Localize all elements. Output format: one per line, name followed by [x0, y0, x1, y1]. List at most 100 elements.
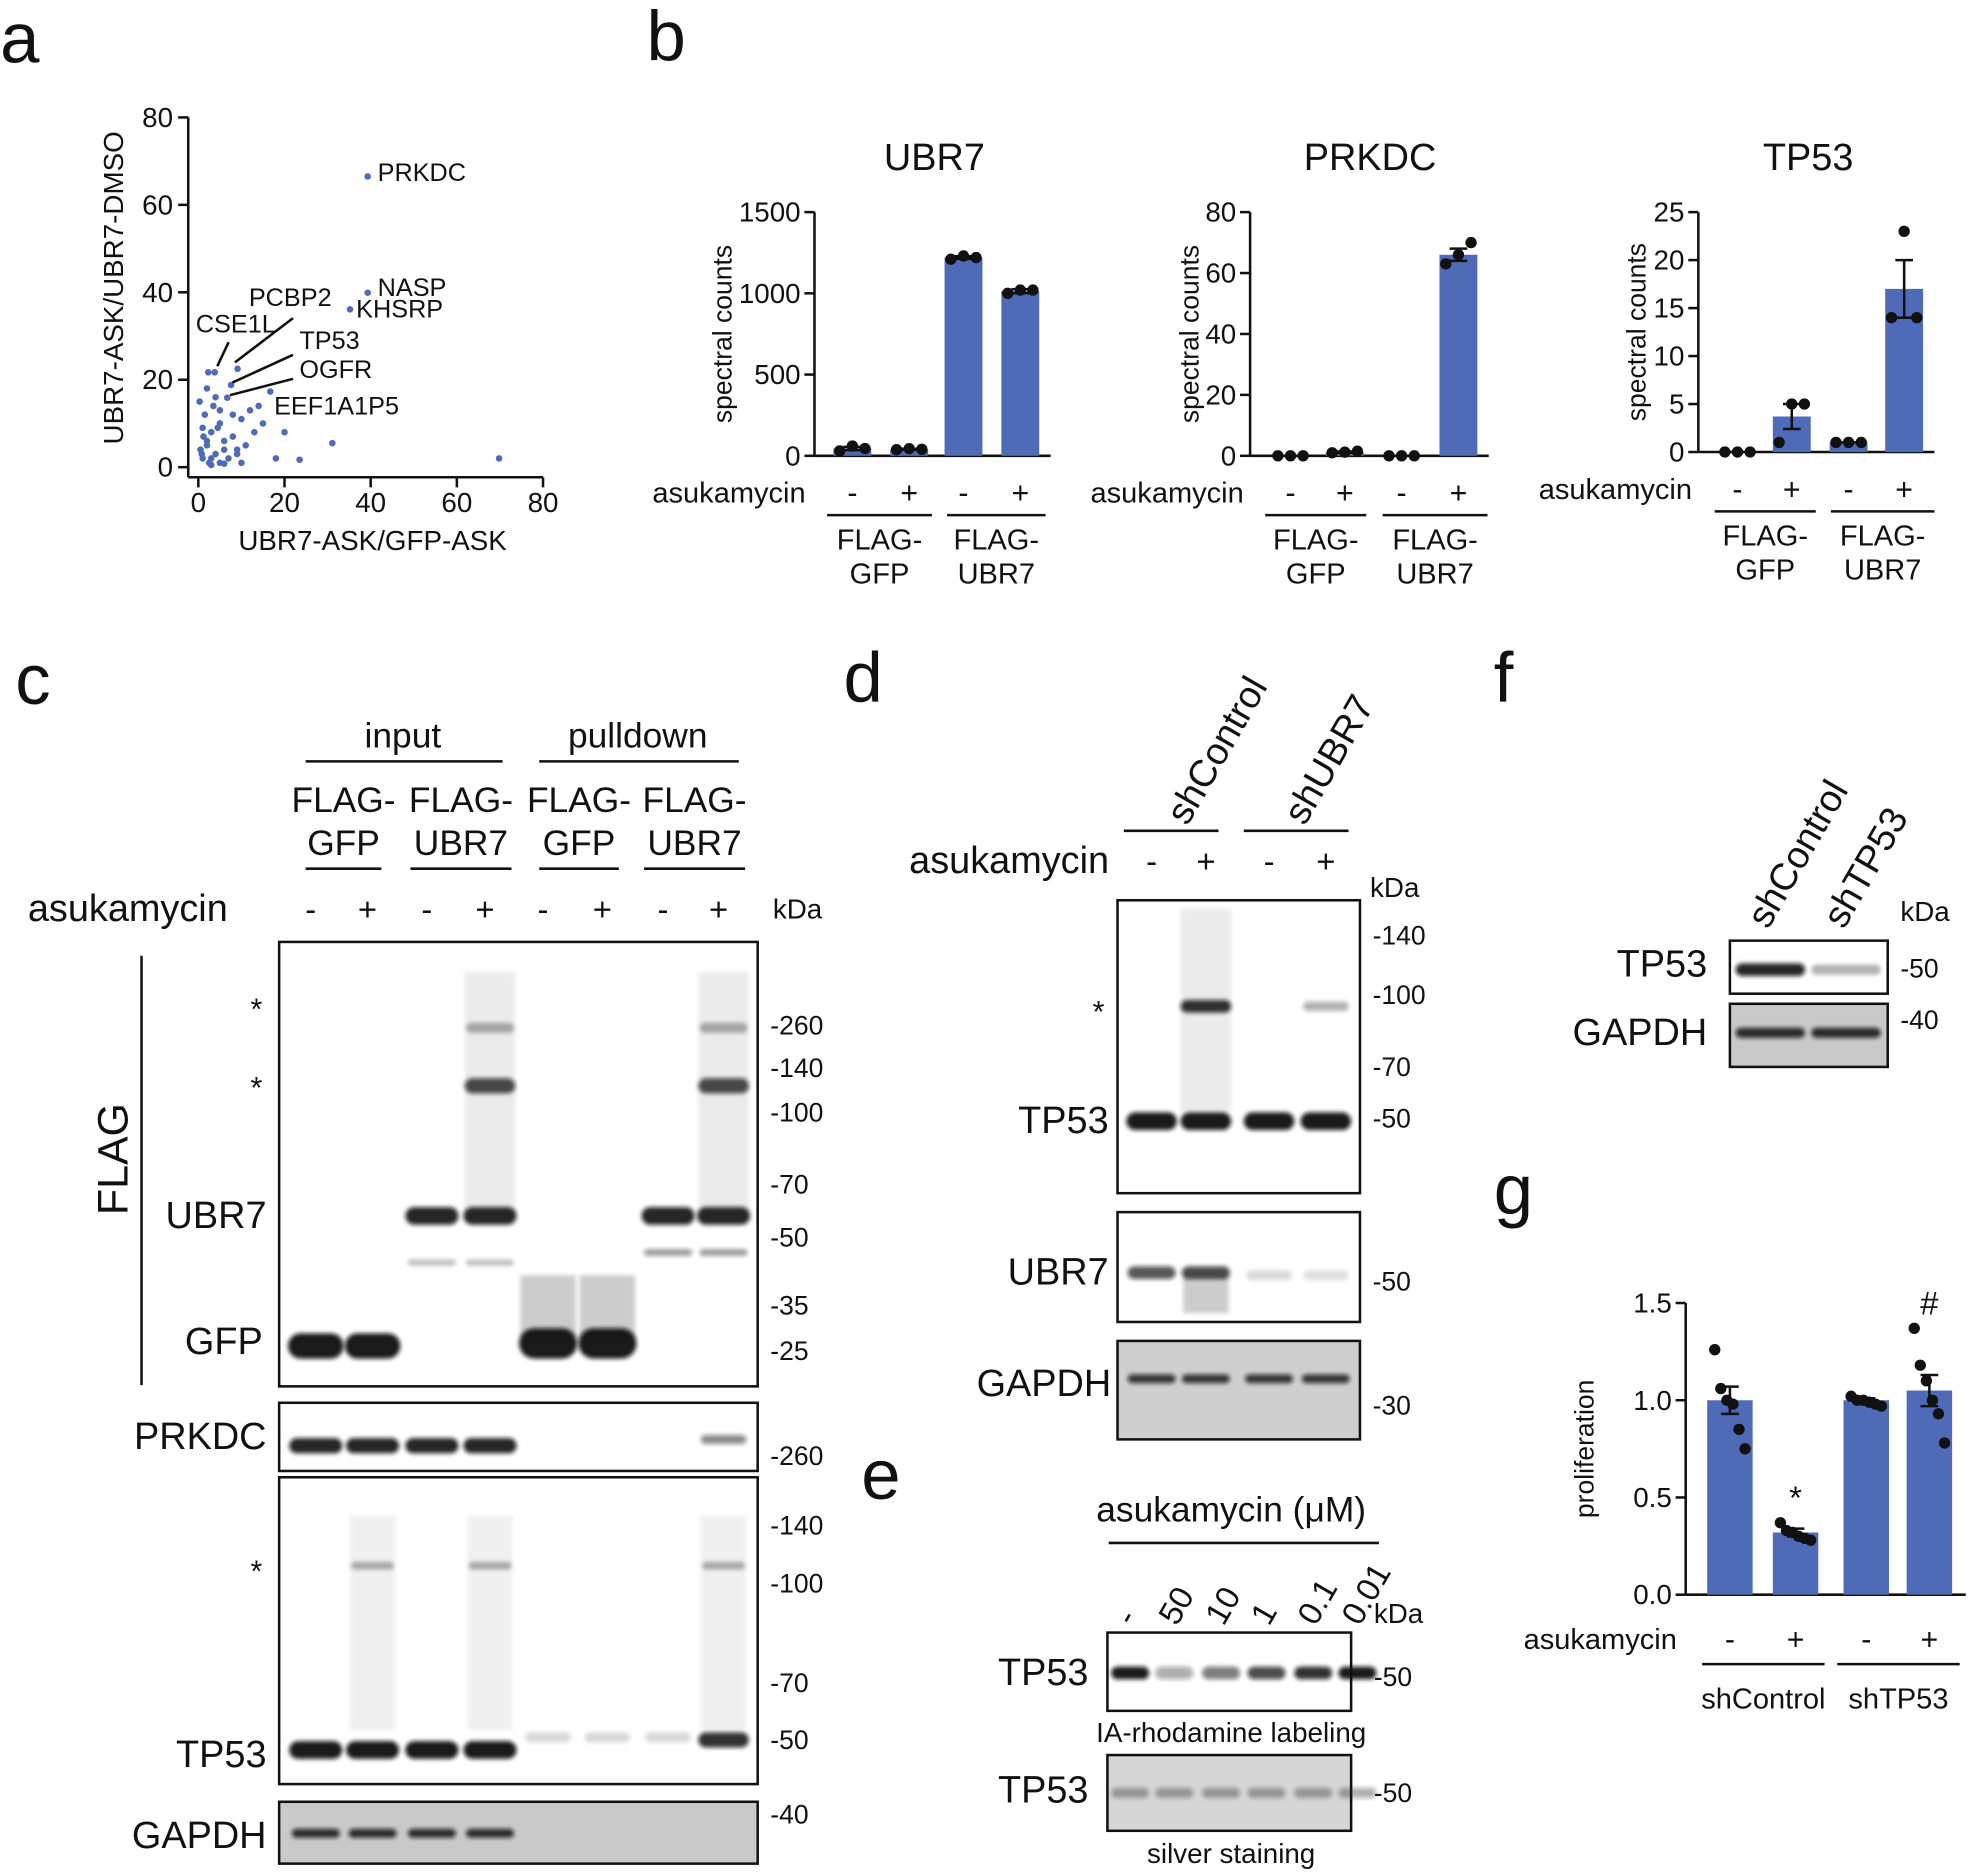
y-tick-label: 60	[142, 189, 173, 220]
band	[468, 1561, 512, 1570]
point	[196, 398, 203, 405]
size-marker: -50	[1374, 1662, 1412, 1692]
caption: silver staining	[1147, 1838, 1315, 1869]
point	[214, 424, 222, 432]
point	[233, 446, 241, 453]
blot-label: UBR7	[166, 1195, 267, 1237]
x-axis-label: asukamycin	[652, 478, 805, 510]
group-label: GFP	[850, 558, 910, 590]
y-tick-label: 1.0	[1633, 1385, 1672, 1416]
panel-letter: c	[15, 640, 50, 719]
band	[405, 1741, 459, 1759]
blot-label: TP53	[176, 1734, 266, 1776]
blot-label: GAPDH	[132, 1815, 267, 1857]
replicate-dot	[1001, 287, 1014, 300]
replicate-dot	[1898, 225, 1910, 237]
replicate-dot	[1773, 436, 1785, 449]
bar	[1707, 1400, 1753, 1595]
point	[220, 446, 228, 453]
band	[1811, 964, 1881, 975]
replicate-dot	[1719, 446, 1731, 458]
blot-label: TP53	[998, 1652, 1089, 1694]
group-label: shControl	[1701, 1683, 1825, 1715]
condition-label: FLAG-	[291, 781, 395, 820]
blot-label: TP53	[1617, 944, 1708, 986]
lane-label: -	[658, 891, 669, 928]
antibody-label: FLAG	[90, 1103, 138, 1215]
size-marker: -70	[770, 1668, 808, 1698]
band	[644, 1249, 693, 1256]
band	[289, 1438, 343, 1454]
band	[1735, 963, 1806, 977]
band	[1180, 1112, 1232, 1131]
smear	[1183, 1275, 1229, 1314]
band	[1243, 1112, 1295, 1131]
condition-label: FLAG-	[642, 781, 746, 820]
replicate-dot	[916, 443, 928, 455]
condition-label: FLAG-	[527, 781, 631, 820]
y-axis-label: spectral counts	[1621, 243, 1651, 421]
replicate-dot	[903, 442, 915, 455]
y-tick-label: 0	[1669, 437, 1684, 468]
smear	[520, 1275, 576, 1339]
replicate-dot	[1339, 446, 1351, 458]
size-marker: -25	[770, 1336, 808, 1366]
lane-label: +	[475, 891, 494, 928]
replicate-dot	[1351, 445, 1364, 457]
band	[699, 1249, 748, 1256]
point-label: PCBP2	[249, 284, 332, 312]
band	[1811, 1027, 1881, 1038]
group-label: FLAG-	[1273, 524, 1359, 556]
replicate-dot	[1395, 450, 1408, 462]
band	[1126, 1112, 1177, 1131]
y-tick-label: 0.0	[1633, 1579, 1672, 1610]
lane-label: -	[421, 891, 432, 928]
lane-label: -	[305, 891, 316, 928]
point	[207, 428, 215, 436]
x-tick-label: +	[900, 477, 918, 510]
band	[348, 1828, 397, 1838]
annotation: *	[1789, 1479, 1802, 1516]
x-tick-label: 20	[269, 487, 300, 518]
band	[1127, 1374, 1176, 1384]
blot-label: PRKDC	[134, 1416, 267, 1458]
group-label: FLAG-	[1723, 521, 1809, 553]
replicate-dot	[1920, 1375, 1933, 1387]
leader-line	[231, 353, 294, 384]
replicate-dot	[1855, 436, 1867, 449]
replicate-dot	[1326, 447, 1338, 459]
group-label: UBR7	[1396, 558, 1473, 590]
point	[296, 456, 303, 464]
caption: IA-rhodamine labeling	[1096, 1717, 1366, 1748]
replicate-dot	[1733, 1423, 1745, 1436]
band	[1294, 1787, 1333, 1798]
band	[699, 1022, 748, 1033]
band	[1180, 1000, 1232, 1013]
group-label: GFP	[1286, 558, 1346, 590]
band	[1202, 1666, 1240, 1680]
y-tick-label: 0	[1221, 440, 1236, 471]
y-axis-label: UBR7-ASK/UBR7-DMSO	[98, 131, 129, 444]
annotation: #	[1920, 1285, 1939, 1322]
leader-line	[234, 317, 294, 364]
replicate-dot	[1908, 1322, 1920, 1334]
bar	[833, 448, 872, 456]
point	[207, 455, 215, 462]
size-marker: -50	[770, 1222, 808, 1252]
point-label: PRKDC	[378, 159, 466, 187]
band	[1303, 1001, 1349, 1011]
panel-letter: a	[0, 0, 40, 77]
group-label: FLAG-	[1392, 524, 1478, 556]
group-label: pulldown	[568, 717, 708, 756]
point	[212, 393, 219, 401]
point	[211, 369, 218, 376]
size-marker: -40	[1900, 1005, 1938, 1035]
band	[287, 1333, 344, 1359]
band	[346, 1438, 400, 1454]
bar	[1001, 291, 1040, 456]
band	[1111, 1666, 1150, 1680]
replicate-dot	[1932, 1408, 1945, 1420]
unit-label: kDa	[1370, 872, 1420, 903]
band	[700, 1434, 747, 1444]
